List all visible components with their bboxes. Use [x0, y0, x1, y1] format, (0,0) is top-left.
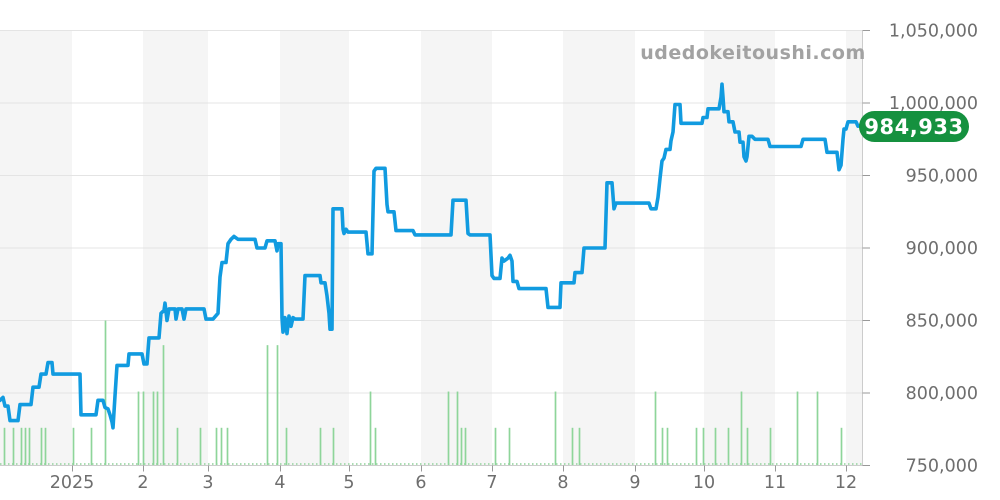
x-axis-label: 3 [202, 473, 213, 493]
axes-and-ticks [0, 30, 870, 472]
x-axis-label: 2025 [50, 473, 95, 493]
y-axis-label: 850,000 [906, 312, 978, 332]
y-axis-label: 950,000 [906, 167, 978, 187]
x-axis-label: 4 [274, 473, 285, 493]
sale-event-bars [0, 320, 862, 465]
x-axis-label: 12 [835, 473, 857, 493]
x-axis-label: 11 [764, 473, 786, 493]
current-price-badge: 984,933 [859, 111, 969, 142]
price-line[interactable] [0, 82, 864, 430]
site-watermark: udedokeitoushi.com [640, 42, 866, 64]
y-axis-label: 800,000 [906, 384, 978, 404]
price-line-series[interactable] [0, 82, 864, 430]
axis-labels: 1,050,000 1,000,000 950,000 900,000 850,000 8… [50, 22, 978, 494]
y-axis-label: 1,000,000 [889, 94, 978, 114]
y-axis-label: 900,000 [906, 239, 978, 259]
x-axis-label: 7 [486, 473, 497, 493]
x-axis-label: 5 [343, 473, 354, 493]
x-axis-label: 8 [557, 473, 568, 493]
x-axis-label: 6 [415, 473, 426, 493]
x-axis-label: 9 [629, 473, 640, 493]
x-axis-label: 2 [137, 473, 148, 493]
x-axis-label: 10 [693, 473, 715, 493]
y-axis-label: 1,050,000 [889, 22, 978, 42]
y-axis-label: 750,000 [906, 457, 978, 477]
